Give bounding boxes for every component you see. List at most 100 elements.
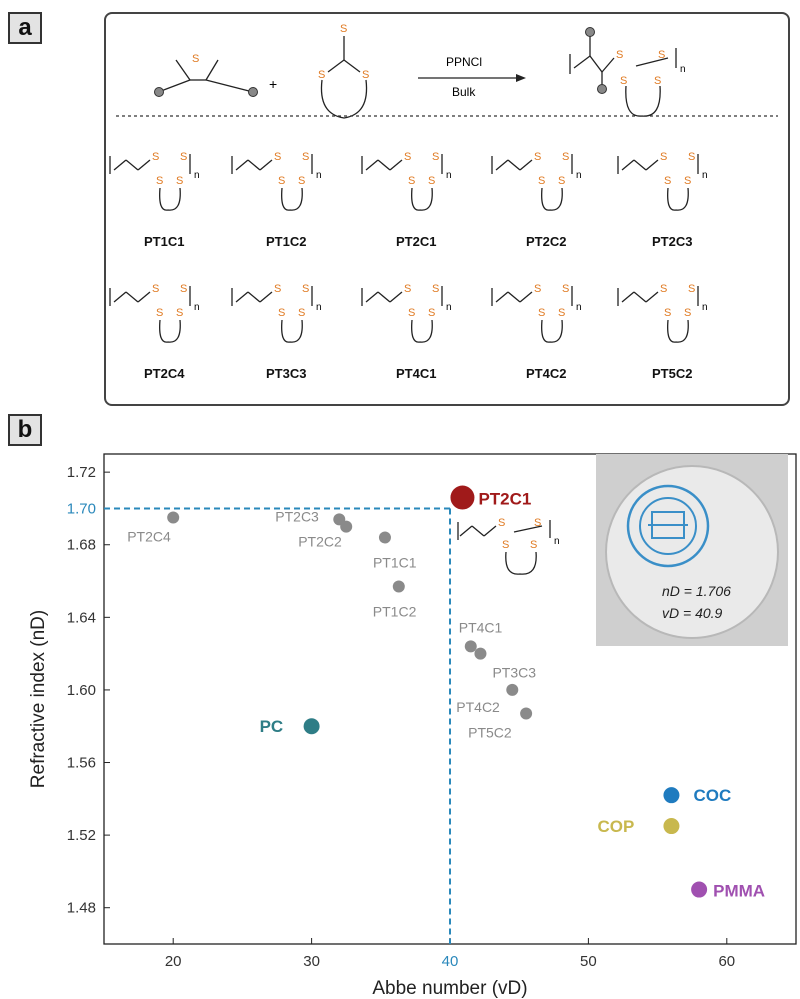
atom-s: S <box>278 175 285 187</box>
atom-s: S <box>558 307 565 319</box>
point-label-pmma: PMMA <box>713 882 765 901</box>
atom-s: S <box>176 175 183 187</box>
point-label-coc: COC <box>693 786 731 805</box>
atom-s: S <box>340 23 347 35</box>
y-tick-label: 1.68 <box>67 537 96 554</box>
point-label-pt1c2: PT1C2 <box>373 603 417 619</box>
reference-lines <box>104 507 451 944</box>
repeat-n: n <box>576 302 582 313</box>
point-label-pt1c1: PT1C1 <box>373 554 417 570</box>
atom-s: S <box>498 517 505 529</box>
repeat-n: n <box>194 302 200 313</box>
repeat-n: n <box>316 170 322 181</box>
repeat-n: n <box>702 302 708 313</box>
repeat-n: n <box>316 302 322 313</box>
point-label-pt2c3: PT2C3 <box>275 508 319 524</box>
y-tick-label: 1.60 <box>67 682 96 699</box>
atom-s: S <box>318 69 325 81</box>
atom-s: S <box>664 307 671 319</box>
panel-b-label: b <box>8 414 42 446</box>
atom-s: S <box>684 307 691 319</box>
episulfide-monomer: S <box>154 53 258 97</box>
y-tick-label: 1.56 <box>67 755 96 772</box>
point-label-cop: COP <box>597 817 634 836</box>
point-pt4c2 <box>506 683 519 696</box>
atom-s: S <box>298 307 305 319</box>
trithiocarbonate-monomer: S S S <box>318 23 369 119</box>
atom-s: S <box>404 151 411 163</box>
point-cop <box>663 818 680 835</box>
atom-s: S <box>408 307 415 319</box>
atom-s: S <box>298 175 305 187</box>
repeat-n: n <box>194 170 200 181</box>
x-axis-label: Abbe number (vD) <box>372 978 527 999</box>
atom-s: S <box>562 151 569 163</box>
atom-s: S <box>362 69 369 81</box>
atom-s: S <box>534 283 541 295</box>
sample-photo: nD = 1.706 vD = 40.9 <box>596 454 788 646</box>
atom-s: S <box>180 151 187 163</box>
point-label-pt5c2: PT5C2 <box>468 725 512 741</box>
atom-s: S <box>562 283 569 295</box>
structure-label: PT1C1 <box>144 234 184 249</box>
refractive-index-vs-abbe-chart: 20 30 40 50 60 1.48 1.52 1.56 1.60 1.64 1.68 1.72 1.… <box>28 453 797 999</box>
x-tick-label: 60 <box>718 953 735 970</box>
condition-label: Bulk <box>452 85 476 99</box>
highlight-y-tick-label: 1.70 <box>67 500 96 517</box>
atom-s: S <box>432 151 439 163</box>
y-tick-label: 1.72 <box>67 464 96 481</box>
structure-label: PT1C2 <box>266 234 306 249</box>
point-label-pt2c4: PT2C4 <box>127 529 171 545</box>
pt2c1-structure-inset: S S S S n <box>457 517 560 575</box>
repeat-n: n <box>446 302 452 313</box>
atom-s: S <box>538 307 545 319</box>
atom-s: S <box>156 307 163 319</box>
y-axis-label: Refractive index (nD) <box>28 610 49 788</box>
structure-label: PT2C3 <box>652 234 692 249</box>
x-tick-label: 30 <box>303 953 320 970</box>
point-pt1c1 <box>378 531 391 544</box>
point-label-pt2c2: PT2C2 <box>298 534 342 550</box>
plus-sign: + <box>269 76 277 92</box>
atom-s: S <box>192 53 199 65</box>
point-label-pt2c1: PT2C1 <box>478 490 531 509</box>
x-tick-label: 20 <box>165 953 182 970</box>
structure-label: PT4C2 <box>526 366 566 381</box>
point-pt5c2 <box>520 707 533 720</box>
reagent-label: PPNCl <box>446 55 482 69</box>
atom-s: S <box>274 151 281 163</box>
chart-axes: 20 30 40 50 60 1.48 1.52 1.56 1.60 1.64 1.68 1.72 1.… <box>28 453 797 999</box>
atom-s: S <box>274 283 281 295</box>
atom-s: S <box>660 283 667 295</box>
structure-label: PT2C2 <box>526 234 566 249</box>
point-pc <box>303 718 320 735</box>
atom-s: S <box>530 539 537 551</box>
atom-s: S <box>408 175 415 187</box>
y-tick-label: 1.64 <box>67 609 96 626</box>
atom-s: S <box>428 175 435 187</box>
atom-s: S <box>428 307 435 319</box>
atom-s: S <box>684 175 691 187</box>
atom-s: S <box>502 539 509 551</box>
point-coc <box>663 787 680 804</box>
atom-s: S <box>558 175 565 187</box>
atom-s: S <box>302 151 309 163</box>
repeat-n: n <box>554 536 560 547</box>
handwritten-vd: vD = 40.9 <box>662 605 723 621</box>
y-tick-label: 1.52 <box>67 827 96 844</box>
repeat-n: n <box>702 170 708 181</box>
atom-s: S <box>404 283 411 295</box>
atom-s: S <box>658 49 665 61</box>
polymer-product: S S S S n <box>569 27 686 117</box>
atom-s: S <box>152 151 159 163</box>
y-tick-label: 1.48 <box>67 900 96 917</box>
